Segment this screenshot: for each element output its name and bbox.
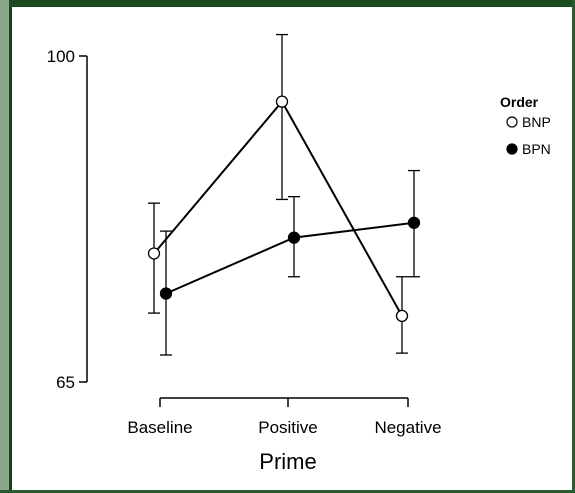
x-axis-title: Prime	[259, 449, 316, 474]
x-tick-label: Positive	[258, 418, 318, 437]
y-tick-label: 100	[47, 47, 75, 66]
legend-title: Order	[500, 94, 539, 110]
left-inner-border	[9, 7, 12, 493]
top-border	[0, 0, 575, 7]
legend-label: BPN	[522, 141, 551, 157]
data-point	[407, 216, 421, 229]
x-tick-label: Baseline	[127, 418, 192, 437]
data-point	[287, 231, 301, 244]
left-border	[0, 0, 9, 493]
data-point	[275, 95, 289, 108]
legend: Order BNP BPN	[500, 94, 551, 157]
series-line	[153, 99, 403, 317]
x-ticks: Baseline Positive Negative	[127, 398, 442, 437]
series-bpn	[159, 169, 421, 356]
data-point	[159, 287, 173, 300]
bottom-border	[0, 490, 575, 493]
data-point	[395, 309, 409, 323]
y-tick-label: 65	[56, 373, 75, 392]
axes	[86, 56, 408, 399]
series-bnp	[147, 33, 409, 354]
data-point	[147, 247, 161, 260]
right-border	[572, 0, 575, 493]
series-layer	[147, 33, 421, 356]
x-tick-label: Negative	[374, 418, 441, 437]
legend-marker	[506, 143, 518, 155]
y-ticks: 65 100	[47, 47, 87, 392]
legend-label: BNP	[522, 114, 551, 130]
legend-marker	[506, 116, 518, 128]
